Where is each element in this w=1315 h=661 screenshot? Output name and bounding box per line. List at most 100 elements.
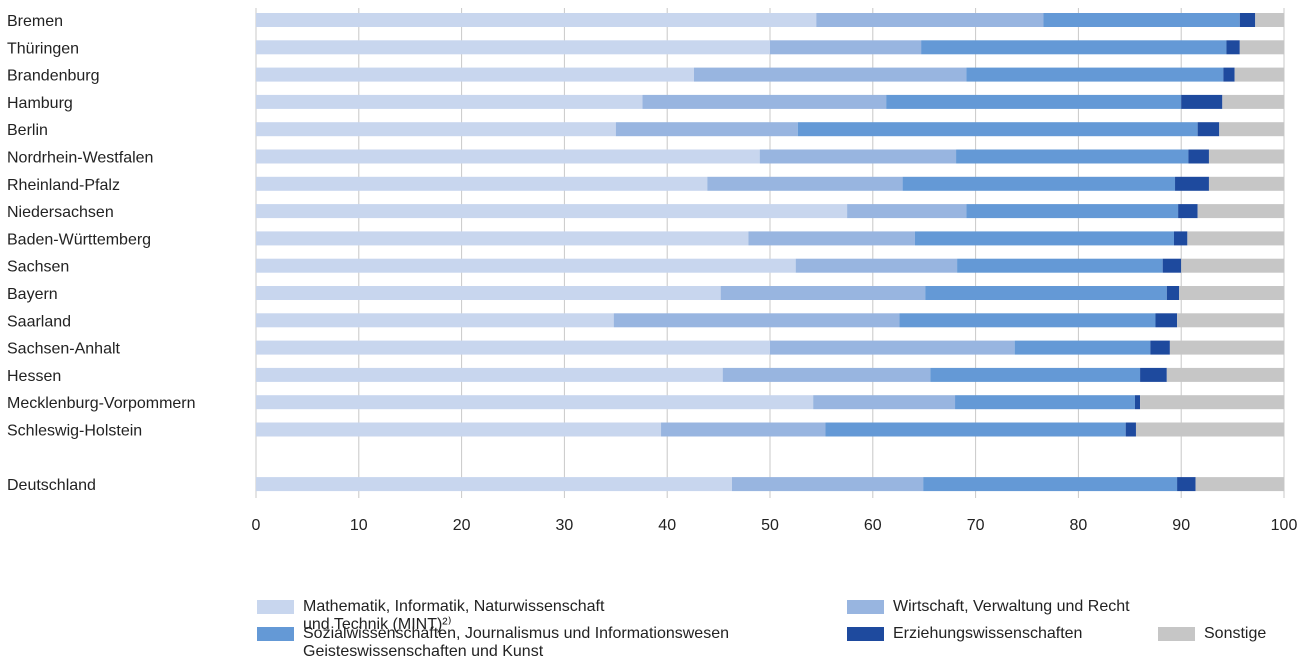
bar-segment-wirtschaft	[731, 477, 924, 492]
bar-segment-wirtschaft	[615, 122, 798, 137]
bar-segment-sonstige	[1181, 258, 1284, 273]
bar-segment-sonstige	[1208, 149, 1284, 164]
bar-segment-mint	[256, 395, 814, 410]
bar-segment-mint	[256, 286, 721, 300]
bar-segment-wirtschaft	[642, 94, 887, 109]
bar-segment-sonstige	[1140, 395, 1284, 410]
bar-segment-sozialwissenschaften	[966, 204, 1179, 219]
category-label: Hessen	[7, 368, 61, 385]
bar-segment-wirtschaft	[722, 367, 931, 382]
bar-segment-wirtschaft	[816, 13, 1044, 27]
x-tick-label: 20	[453, 517, 471, 534]
bar-segment-wirtschaft	[613, 313, 900, 328]
bar-segment-mint	[256, 13, 817, 27]
bar-segment-erziehung	[1175, 176, 1209, 191]
bar-segment-sozialwissenschaften	[930, 367, 1141, 382]
bar-segment-sonstige	[1197, 204, 1284, 219]
category-label: Brandenburg	[7, 68, 100, 85]
gridlines	[255, 8, 1285, 498]
bar-segment-wirtschaft	[847, 204, 967, 219]
bar-segment-wirtschaft	[770, 40, 922, 55]
category-label: Bremen	[7, 13, 63, 30]
bar-segment-sozialwissenschaften	[914, 231, 1175, 246]
bar-segment-mint	[256, 40, 770, 55]
bar-segment-erziehung	[1140, 367, 1167, 382]
bar-segment-wirtschaft	[759, 149, 957, 164]
bar-segment-mint	[256, 231, 749, 246]
bar-segment-sonstige	[1169, 340, 1284, 355]
bar-segment-mint	[256, 340, 770, 355]
bars	[256, 13, 1284, 492]
bar-segment-mint	[256, 122, 616, 137]
bar-segment-erziehung	[1178, 204, 1198, 219]
bar-segment-erziehung	[1125, 422, 1136, 437]
bar-segment-sozialwissenschaften	[899, 313, 1156, 328]
category-label: Rheinland-Pfalz	[7, 177, 120, 194]
category-label: Baden-Württemberg	[7, 231, 151, 248]
x-tick-label: 80	[1070, 517, 1088, 534]
bar-segment-sonstige	[1187, 231, 1284, 246]
bar-segment-erziehung	[1155, 313, 1178, 328]
bar-segment-wirtschaft	[720, 286, 926, 300]
bar-segment-erziehung	[1188, 149, 1209, 164]
bar-segment-sonstige	[1195, 477, 1284, 492]
category-label: Hamburg	[7, 95, 73, 112]
bar-segment-sonstige	[1208, 176, 1284, 191]
bar-segment-sonstige	[1239, 40, 1284, 55]
bar-segment-sozialwissenschaften	[955, 395, 1135, 410]
bar-segment-sozialwissenschaften	[825, 422, 1126, 437]
bar-segment-sozialwissenschaften	[902, 176, 1176, 191]
x-tick-label: 10	[350, 517, 368, 534]
bar-segment-mint	[256, 94, 643, 109]
x-axis-tick-labels: 0 10 20 30 40 50 60 70 80 90 100	[252, 517, 1298, 534]
bar-segment-erziehung	[1166, 286, 1180, 300]
bar-segment-wirtschaft	[795, 258, 958, 273]
x-tick-label: 100	[1271, 517, 1298, 534]
bar-segment-sozialwissenschaften	[886, 94, 1182, 109]
category-label: Thüringen	[7, 40, 79, 57]
bar-segment-sozialwissenschaften	[797, 122, 1198, 137]
category-label: Mecklenburg-Vorpommern	[7, 395, 196, 412]
bar-segment-sozialwissenschaften	[1043, 13, 1240, 27]
bar-segment-sozialwissenschaften	[957, 258, 1163, 273]
category-label: Deutschland	[7, 477, 96, 494]
x-tick-label: 40	[658, 517, 676, 534]
bar-segment-erziehung	[1181, 94, 1223, 109]
bar-segment-sonstige	[1255, 13, 1284, 27]
bar-segment-mint	[256, 67, 694, 82]
bar-segment-sonstige	[1179, 286, 1284, 300]
bar-segment-wirtschaft	[748, 231, 915, 246]
bar-segment-erziehung	[1162, 258, 1182, 273]
category-label: Bayern	[7, 286, 58, 303]
category-label: Nordrhein-Westfalen	[7, 150, 153, 167]
bar-segment-mint	[256, 313, 614, 328]
bar-segment-sozialwissenschaften	[1014, 340, 1151, 355]
bar-segment-sonstige	[1222, 94, 1284, 109]
category-label: Niedersachsen	[7, 204, 114, 221]
bar-segment-erziehung	[1134, 395, 1141, 410]
bar-segment-sozialwissenschaften	[925, 286, 1167, 300]
x-tick-label: 0	[252, 517, 261, 534]
bar-segment-mint	[256, 367, 723, 382]
bar-segment-erziehung	[1223, 67, 1235, 82]
x-tick-label: 50	[761, 517, 779, 534]
bar-segment-wirtschaft	[693, 67, 967, 82]
bar-segment-erziehung	[1177, 477, 1196, 492]
bar-segment-erziehung	[1174, 231, 1188, 246]
bar-segment-sozialwissenschaften	[966, 67, 1224, 82]
bar-segment-wirtschaft	[813, 395, 956, 410]
bar-segment-sonstige	[1234, 67, 1284, 82]
bar-segment-mint	[256, 258, 796, 273]
x-tick-label: 30	[556, 517, 574, 534]
bar-segment-sonstige	[1135, 422, 1284, 437]
x-tick-label: 60	[864, 517, 882, 534]
bar-segment-mint	[256, 422, 662, 437]
bar-segment-mint	[256, 176, 708, 191]
bar-segment-sozialwissenschaften	[956, 149, 1189, 164]
bar-segment-sonstige	[1166, 367, 1284, 382]
x-tick-label: 90	[1172, 517, 1190, 534]
bar-segment-wirtschaft	[707, 176, 903, 191]
bar-segment-erziehung	[1226, 40, 1240, 55]
bar-segment-sonstige	[1177, 313, 1284, 328]
